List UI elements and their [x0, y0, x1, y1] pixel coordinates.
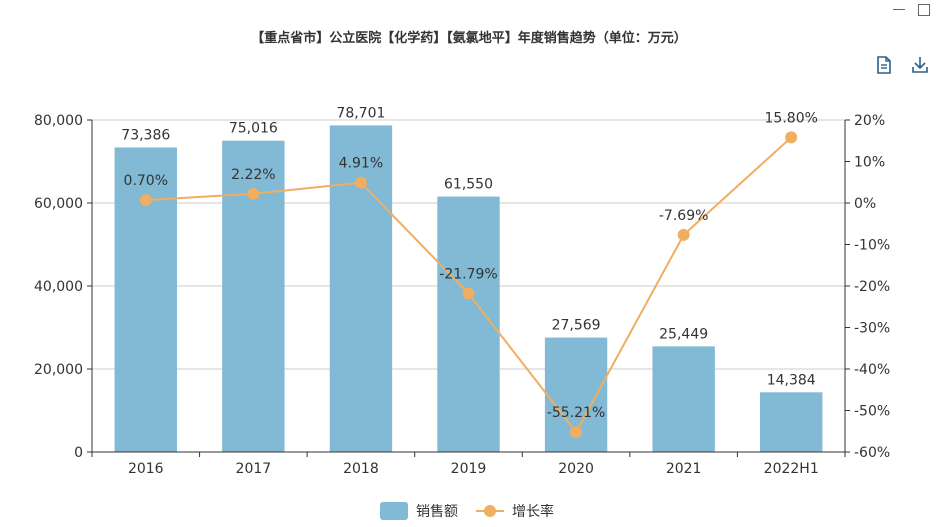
- right-tick-label: -10%: [854, 238, 890, 254]
- bar-value-label: 75,016: [229, 121, 278, 137]
- left-tick-label: 20,000: [34, 362, 83, 378]
- bar: [329, 125, 393, 453]
- line-value-label: 2.22%: [231, 167, 275, 183]
- bar: [652, 346, 715, 452]
- line-value-label: 0.70%: [124, 173, 168, 189]
- right-tick-label: 0%: [854, 196, 876, 212]
- bar: [114, 147, 177, 452]
- bar: [437, 196, 500, 452]
- chart-title: 【重点省市】公立医院【化学药】【氨氯地平】年度销售趋势（单位：万元）: [251, 31, 687, 46]
- right-tick-label: -30%: [854, 321, 890, 337]
- minimize-icon[interactable]: [892, 2, 906, 16]
- bar-value-label: 61,550: [444, 177, 493, 193]
- chart-toolbox: [874, 55, 930, 75]
- data-labels: 73,386 75,016 78,701 61,550 27,569 25,449 14,3…: [121, 105, 818, 421]
- line-value-label: 15.80%: [765, 110, 818, 126]
- right-tick-label: -50%: [854, 404, 890, 420]
- legend-bar-label: 销售额: [416, 504, 458, 520]
- line-value-label: -55.21%: [547, 405, 605, 421]
- x-tick-label: 2020: [558, 461, 594, 477]
- x-tick-label: 2021: [666, 461, 702, 477]
- line-point: [354, 176, 367, 189]
- download-icon[interactable]: [910, 55, 930, 75]
- right-tick-label: 10%: [854, 155, 885, 171]
- bar-value-label: 73,386: [121, 127, 170, 143]
- line-point: [785, 131, 798, 144]
- window-controls: [892, 2, 930, 16]
- legend-bar-swatch: [380, 502, 408, 520]
- bar: [222, 140, 285, 452]
- right-tick-label: -60%: [854, 445, 890, 461]
- bar: [760, 392, 823, 452]
- legend-line-label: 增长率: [512, 503, 554, 520]
- right-tick-label: -20%: [854, 279, 890, 295]
- line-point: [247, 187, 260, 200]
- document-icon[interactable]: [874, 55, 894, 75]
- left-tick-label: 80,000: [34, 113, 83, 129]
- legend: 销售额 增长率: [380, 502, 554, 520]
- bar-value-label: 25,449: [659, 326, 708, 342]
- x-tick-label: 2016: [128, 461, 164, 477]
- line-value-label: -7.69%: [659, 208, 709, 224]
- x-tick-label: 2018: [343, 461, 379, 477]
- right-tick-label: 20%: [854, 113, 885, 129]
- bar-value-label: 14,384: [767, 372, 816, 388]
- line-point: [677, 228, 690, 241]
- right-tick-label: -40%: [854, 362, 890, 378]
- left-tick-label: 0: [74, 445, 83, 461]
- left-tick-label: 60,000: [34, 196, 83, 212]
- line-value-label: -21.79%: [439, 266, 497, 282]
- axes: 0 20,000 40,000 60,000 80,000 -60% -50% -40% -30…: [34, 113, 890, 477]
- x-tick-label: 2022H1: [764, 461, 819, 477]
- bar-value-label: 27,569: [552, 318, 601, 334]
- maximize-icon[interactable]: [918, 3, 930, 16]
- x-tick-label: 2019: [451, 461, 487, 477]
- legend-line-marker: [484, 505, 496, 517]
- line-point: [462, 287, 475, 300]
- left-tick-label: 40,000: [34, 279, 83, 295]
- line-point: [139, 194, 152, 207]
- line-value-label: 4.91%: [339, 156, 383, 172]
- bar-value-label: 78,701: [336, 105, 385, 121]
- x-tick-label: 2017: [236, 461, 272, 477]
- line-series: [139, 131, 798, 439]
- line-point: [570, 426, 583, 439]
